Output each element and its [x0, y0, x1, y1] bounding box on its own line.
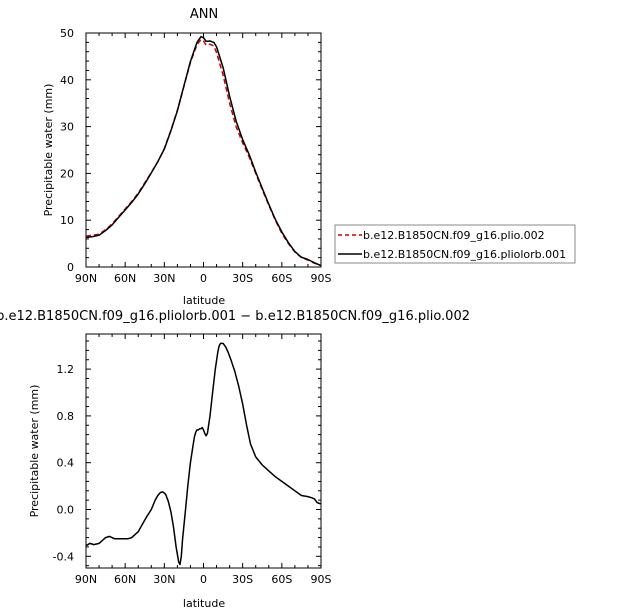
bottom-panel: b.e12.B1850CN.f09_g16.pliolorb.001 − b.e…	[0, 309, 470, 610]
top-y-axis: 0 10 20 30 40 50	[60, 27, 321, 274]
bottom-chart-title: b.e12.B1850CN.f09_g16.pliolorb.001 − b.e…	[0, 309, 470, 324]
x-tick-label: 0	[200, 573, 207, 586]
legend: b.e12.B1850CN.f09_g16.plio.002 b.e12.B18…	[334, 224, 576, 264]
top-series-lines	[85, 35, 322, 267]
top-series-line-1	[85, 35, 322, 267]
x-tick-label: 90N	[75, 573, 97, 586]
y-tick-label: 0.4	[57, 457, 75, 470]
x-tick-label: 60S	[271, 272, 292, 285]
y-tick-label: 0	[67, 261, 74, 274]
x-tick-label: 0	[200, 272, 207, 285]
legend-entry-pliolorb: b.e12.B1850CN.f09_g16.pliolorb.001	[363, 248, 566, 261]
x-tick-label: 30S	[232, 272, 253, 285]
y-tick-label: 0.0	[57, 504, 75, 517]
x-tick-label: 90N	[75, 272, 97, 285]
top-chart-title: ANN	[190, 7, 218, 22]
bottom-series-lines	[85, 342, 321, 566]
y-tick-label: 0.8	[57, 410, 75, 423]
x-tick-label: 60N	[114, 573, 136, 586]
legend-entry-plio: b.e12.B1850CN.f09_g16.plio.002	[363, 229, 545, 242]
top-plot-frame	[85, 32, 322, 268]
y-tick-label: 30	[60, 121, 74, 134]
y-tick-label: -0.4	[53, 550, 74, 563]
y-tick-label: 1.2	[57, 363, 75, 376]
y-tick-label: 40	[60, 74, 74, 87]
top-series-line-0	[85, 38, 322, 267]
x-tick-label: 30N	[153, 272, 175, 285]
top-x-axis-label: latitude	[183, 294, 225, 307]
top-panel: ANN 90N 60N 30N 0 30S 60S 90S 0 10 20 30 40 50 lati…	[42, 7, 576, 307]
legend-box	[334, 224, 576, 264]
y-tick-label: 20	[60, 167, 74, 180]
bottom-y-axis: -0.4 0.0 0.4 0.8 1.2	[53, 340, 321, 567]
x-tick-label: 60N	[114, 272, 136, 285]
bottom-series-line-0	[85, 342, 321, 566]
bottom-x-axis: 90N 60N 30N 0 30S 60S 90S	[75, 334, 332, 586]
top-x-axis: 90N 60N 30N 0 30S 60S 90S	[75, 33, 332, 285]
bottom-plot-frame	[85, 333, 322, 569]
x-tick-label: 30N	[153, 573, 175, 586]
x-tick-label: 90S	[311, 573, 332, 586]
y-tick-label: 10	[60, 214, 74, 227]
bottom-y-axis-label: Precipitable water (mm)	[28, 385, 41, 518]
y-tick-label: 50	[60, 27, 74, 40]
top-y-axis-label: Precipitable water (mm)	[42, 84, 55, 217]
x-tick-label: 60S	[271, 573, 292, 586]
x-tick-label: 90S	[311, 272, 332, 285]
bottom-x-axis-label: latitude	[183, 597, 225, 610]
x-tick-label: 30S	[232, 573, 253, 586]
